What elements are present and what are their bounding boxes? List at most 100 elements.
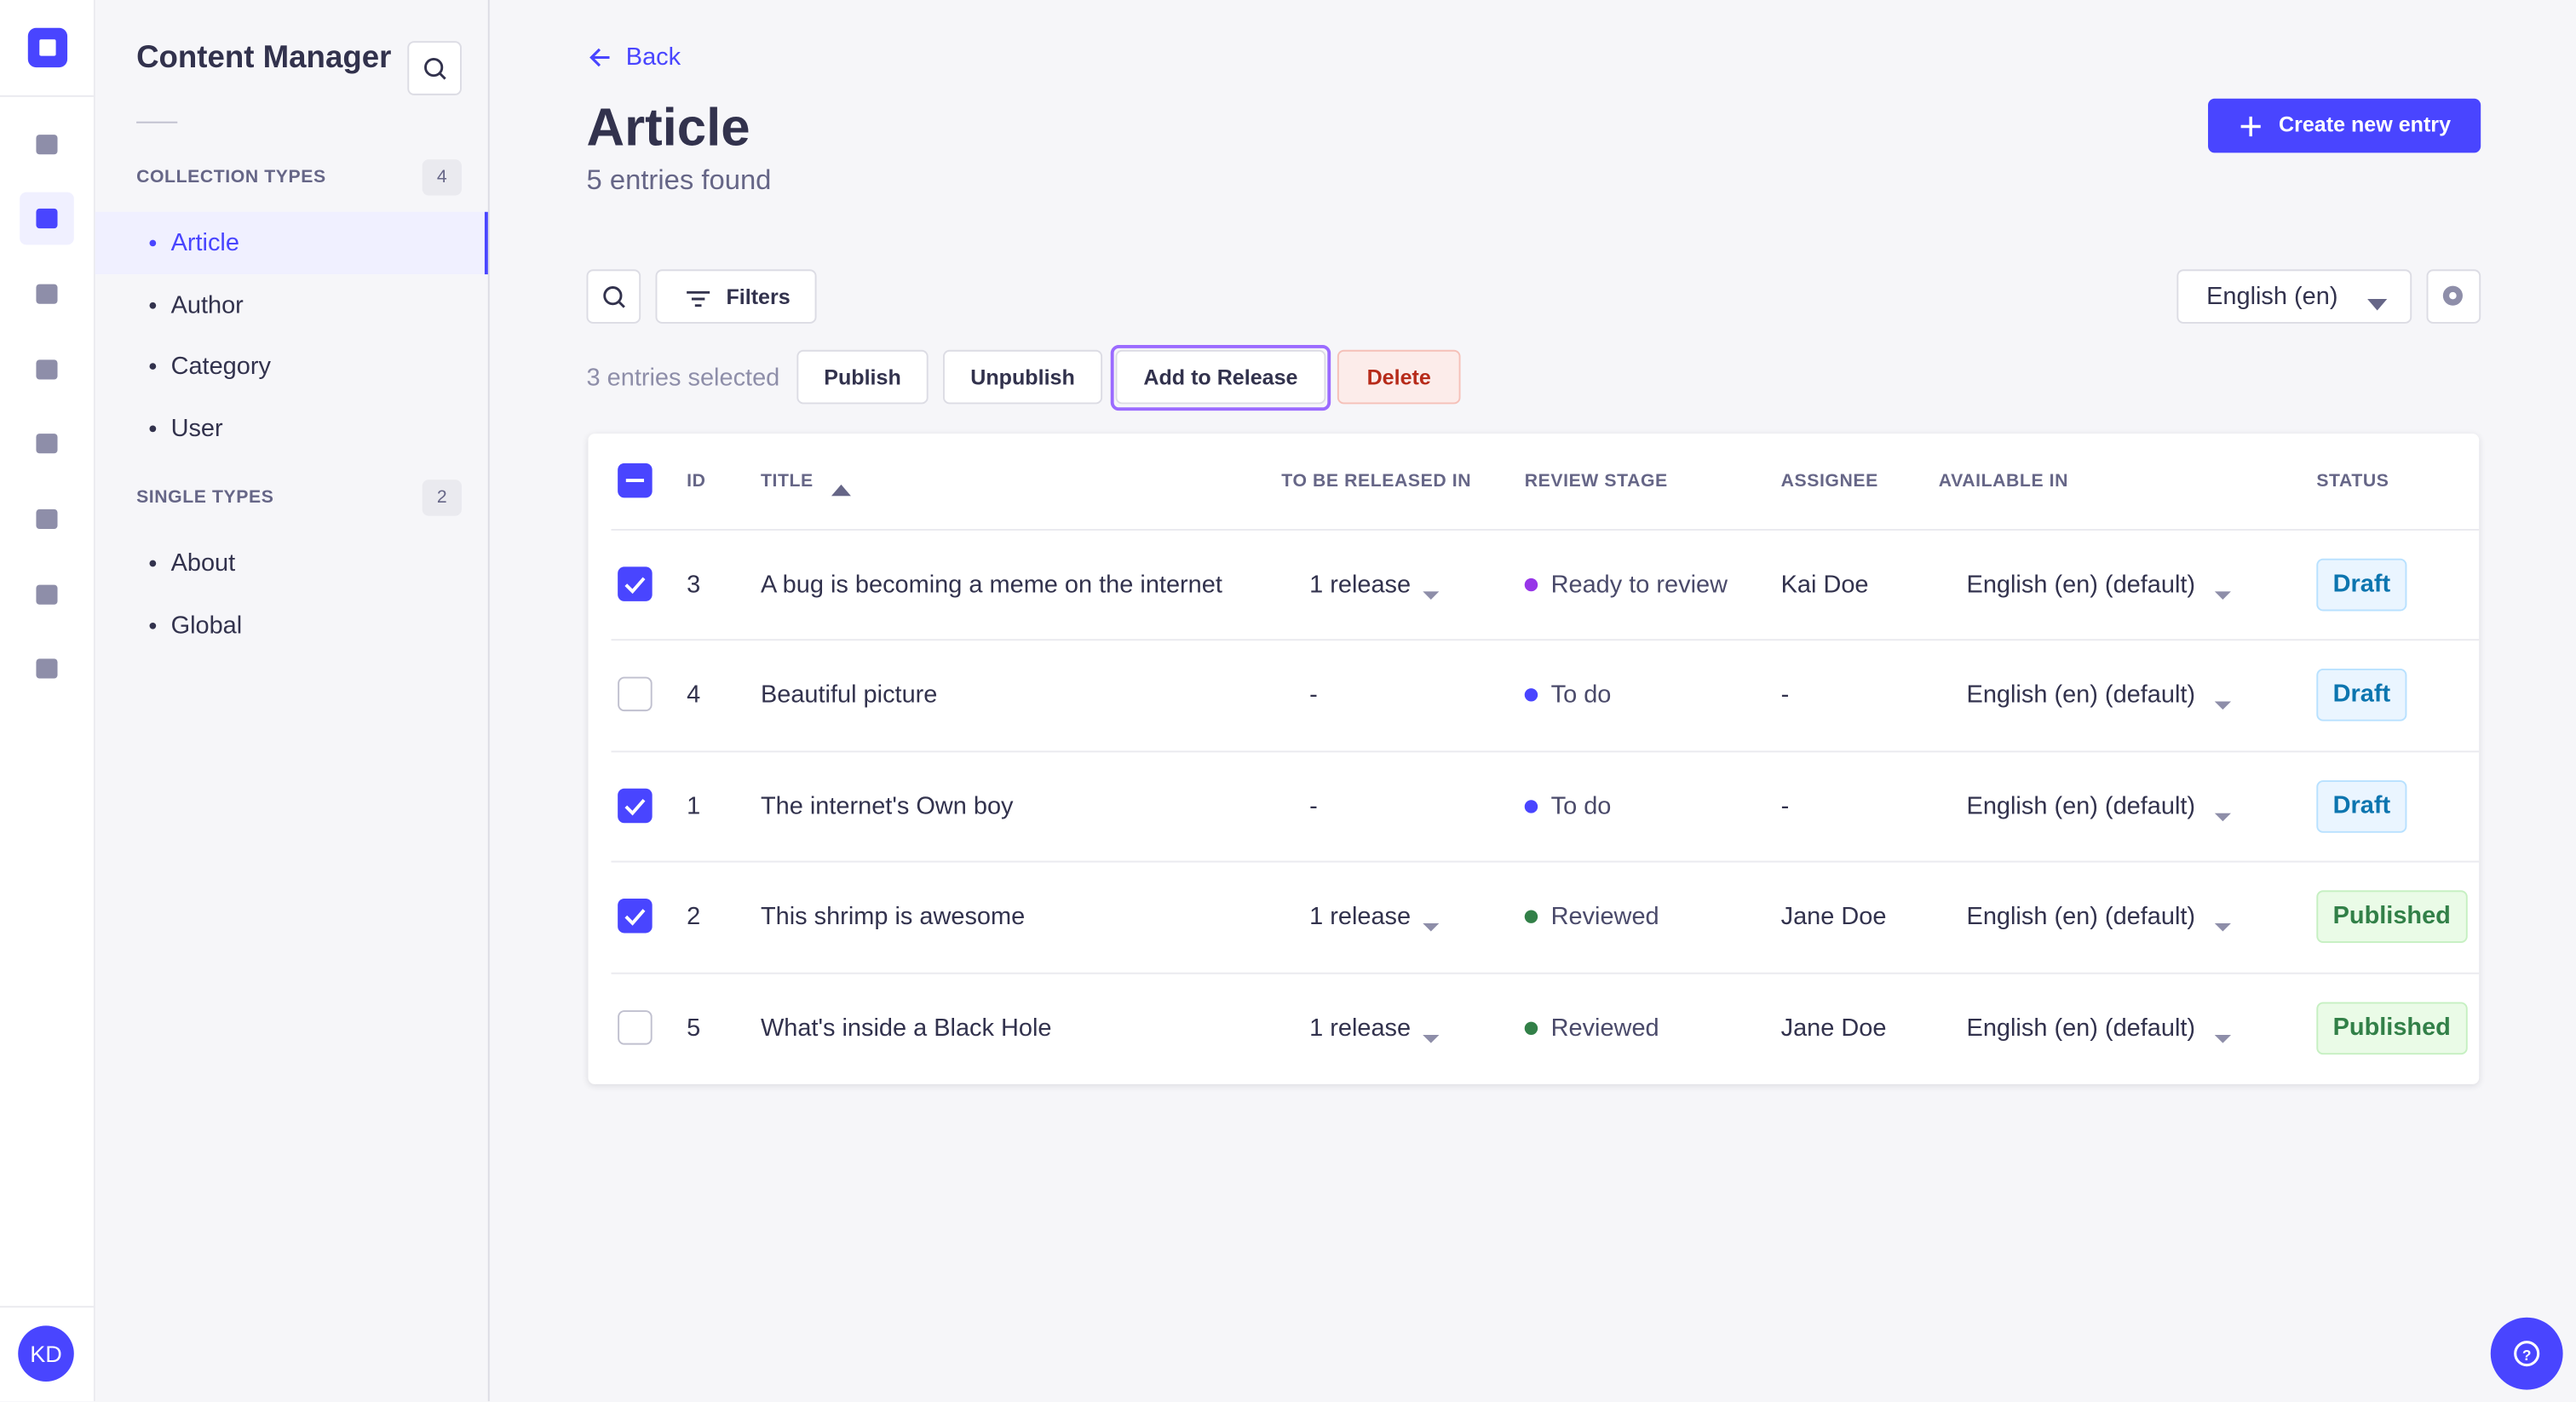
locale-label: English (en) xyxy=(2206,282,2338,311)
row-divider xyxy=(611,860,2480,863)
cell-stage: Reviewed xyxy=(1550,1014,1659,1042)
checkbox[interactable] xyxy=(618,1009,653,1044)
sidebar-item[interactable]: Article xyxy=(170,229,239,257)
bulk-action[interactable]: Publish xyxy=(796,349,929,405)
section-label: COLLECTION TYPES xyxy=(136,167,326,187)
nav-icon xyxy=(20,493,74,546)
column-header: STATUS xyxy=(2316,471,2389,491)
sidebar-item[interactable]: Author xyxy=(170,290,244,319)
plus-icon-svg xyxy=(2240,116,2261,137)
cell-release[interactable]: 1 release xyxy=(1309,1014,1412,1042)
checkbox[interactable] xyxy=(618,788,653,823)
bulk-action[interactable]: Delete xyxy=(1337,349,1461,405)
nav-item[interactable] xyxy=(20,267,74,320)
page-title: Article xyxy=(586,97,750,158)
sidebar-item[interactable]: User xyxy=(170,414,223,442)
caret xyxy=(2214,1023,2232,1043)
cell-assignee: Kai Doe xyxy=(1780,571,1869,599)
sidebar-search[interactable] xyxy=(407,41,462,95)
cell-release[interactable]: 1 release xyxy=(1309,571,1412,599)
cell-title: What's inside a Black Hole xyxy=(760,1014,1052,1042)
cell-available[interactable]: English (en) (default) xyxy=(1966,681,2196,710)
cell-available[interactable]: English (en) (default) xyxy=(1966,571,2196,599)
caret xyxy=(2367,290,2388,311)
bullet xyxy=(149,560,157,567)
nav-icon xyxy=(20,642,74,695)
back-link[interactable]: Back xyxy=(625,43,681,72)
checkbox[interactable] xyxy=(618,463,653,498)
filter-icon-svg xyxy=(687,290,710,307)
cell-release[interactable]: - xyxy=(1309,681,1318,710)
status-badge: Published xyxy=(2316,890,2468,944)
row-divider xyxy=(611,971,2480,974)
check-mark xyxy=(618,566,653,601)
nav-icon-svg xyxy=(36,208,58,229)
back-arrow xyxy=(587,44,613,71)
check-mark xyxy=(618,788,653,823)
nav-item[interactable] xyxy=(20,493,74,546)
bullet xyxy=(149,424,157,432)
help-button[interactable]: ? xyxy=(2490,1317,2563,1390)
check-mark xyxy=(618,899,653,934)
nav-icon-svg xyxy=(36,658,58,679)
nav-icon-svg xyxy=(36,135,58,155)
cell-release[interactable]: 1 release xyxy=(1309,903,1412,931)
sidebar-item[interactable]: Category xyxy=(170,352,271,381)
filters-label: Filters xyxy=(726,284,791,309)
logo[interactable] xyxy=(27,27,68,68)
nav-icon xyxy=(20,267,74,320)
caret-svg xyxy=(2214,923,2232,932)
filters-button[interactable]: Filters xyxy=(655,269,817,324)
cell-title: This shrimp is awesome xyxy=(760,903,1026,931)
cell-available[interactable]: English (en) (default) xyxy=(1966,1014,2196,1042)
nav-icon xyxy=(20,568,74,621)
check-mark-svg xyxy=(624,577,646,595)
logo-mark xyxy=(39,39,56,56)
active-item-bg[interactable] xyxy=(95,211,488,275)
selection-count: 3 entries selected xyxy=(586,364,780,392)
cell-id: 5 xyxy=(687,1014,701,1042)
bulk-action[interactable]: Unpublish xyxy=(943,349,1103,405)
cell-title: Beautiful picture xyxy=(760,681,938,710)
caret-svg xyxy=(2214,813,2232,821)
nav-icon xyxy=(20,192,74,245)
stage-dot xyxy=(1524,1020,1538,1035)
caret-svg xyxy=(2214,1034,2232,1043)
cell-available[interactable]: English (en) (default) xyxy=(1966,903,2196,931)
entries-count: 5 entries found xyxy=(586,164,772,196)
cell-release[interactable]: - xyxy=(1309,792,1318,820)
nav-item[interactable] xyxy=(20,642,74,695)
avatar[interactable]: KD xyxy=(18,1325,74,1382)
check-mark-svg xyxy=(624,798,646,816)
nav-item[interactable] xyxy=(20,568,74,621)
nav-item[interactable] xyxy=(20,118,74,171)
sidebar-item[interactable]: Global xyxy=(170,611,243,640)
checkbox[interactable] xyxy=(618,677,653,712)
settings-button[interactable] xyxy=(2426,269,2481,324)
caret xyxy=(2214,802,2232,821)
checkbox[interactable] xyxy=(618,899,653,934)
nav-icon-svg xyxy=(36,509,58,530)
nav-icon xyxy=(20,417,74,470)
checkbox[interactable] xyxy=(618,566,653,601)
sidebar-title: Content Manager xyxy=(136,41,392,76)
section-label: SINGLE TYPES xyxy=(136,487,274,508)
bulk-action[interactable]: Add to Release xyxy=(1115,349,1326,405)
cell-available[interactable]: English (en) (default) xyxy=(1966,792,2196,820)
nav-item[interactable] xyxy=(20,343,74,396)
nav-item[interactable] xyxy=(20,192,74,245)
cell-id: 2 xyxy=(687,903,701,931)
nav-item[interactable] xyxy=(20,417,74,470)
caret-svg xyxy=(2367,299,2388,311)
locale-select[interactable]: English (en) xyxy=(2176,269,2412,324)
sidebar-item[interactable]: About xyxy=(170,549,236,577)
create-button[interactable]: Create new entry xyxy=(2208,98,2481,153)
column-header: REVIEW STAGE xyxy=(1524,471,1668,491)
caret-svg xyxy=(1423,1034,1440,1043)
caret-svg xyxy=(1423,591,1440,600)
check-mark-svg xyxy=(625,479,645,483)
gear-icon xyxy=(2428,271,2479,322)
search-button[interactable] xyxy=(586,269,641,324)
cell-stage: Ready to review xyxy=(1550,571,1728,599)
